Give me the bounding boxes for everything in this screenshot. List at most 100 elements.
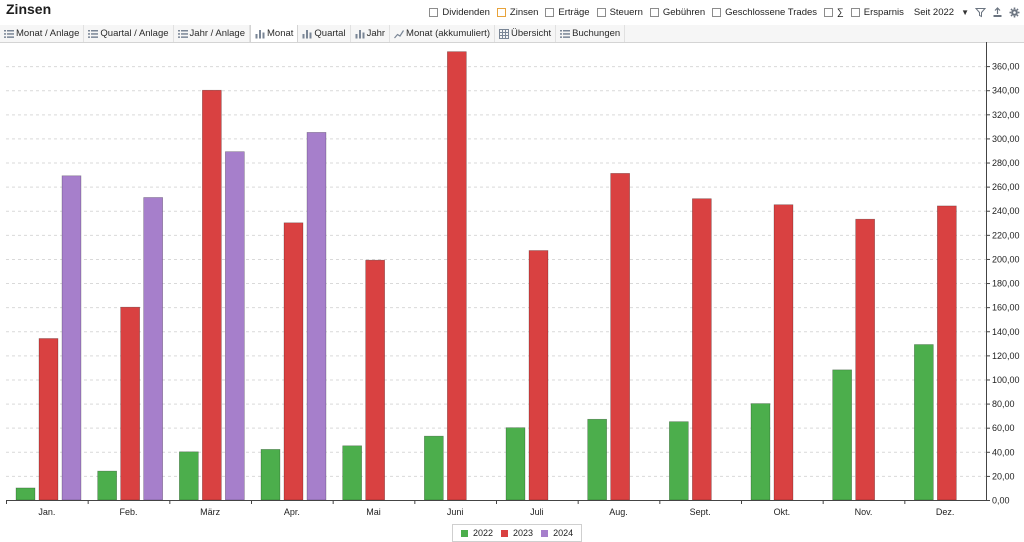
checkbox[interactable] [545, 7, 555, 17]
bar-2023-Feb. [120, 306, 140, 501]
filter-label: Zinsen [509, 6, 539, 18]
y-tick-label: 240,00 [992, 206, 1020, 216]
checkbox[interactable] [429, 7, 439, 17]
checkbox[interactable] [824, 7, 834, 17]
tab-jahr-anlage[interactable]: Jahr / Anlage [174, 25, 250, 42]
y-tick-label: 140,00 [992, 327, 1020, 337]
chart-legend: 2022 2023 2024 [452, 524, 583, 542]
filter-label: Ersparnis [863, 6, 904, 18]
tab-monat-anlage[interactable]: Monat / Anlage [0, 25, 85, 42]
filter-label: Steuern [609, 6, 643, 18]
tab-label: Monat [267, 28, 294, 39]
y-tick-label: 300,00 [992, 134, 1020, 144]
bar-2022-Nov. [832, 369, 852, 501]
filter-steuern[interactable]: Steuern [596, 6, 643, 18]
y-tick-label: 360,00 [992, 62, 1020, 72]
filter-zinsen[interactable]: Zinsen [496, 6, 539, 18]
bar-chart-icon [255, 29, 265, 39]
bar-2022-Juni [424, 435, 444, 501]
bar-2022-Okt. [750, 403, 771, 501]
legend-swatch [461, 529, 468, 537]
x-tick-label: Okt. [774, 507, 791, 517]
filter-geschlossene-trades[interactable]: Geschlossene Trades [712, 7, 817, 18]
filter-sum[interactable]: ∑ [824, 7, 844, 18]
tab-label: Quartal / Anlage [100, 28, 169, 39]
tab-label: Jahr / Anlage [189, 28, 245, 39]
y-tick-label: 260,00 [992, 182, 1020, 192]
tab-label: Quartal [314, 28, 346, 39]
bar-2023-Juni [447, 51, 467, 501]
x-tick-label: März [200, 507, 220, 517]
bar-2023-Aug. [610, 173, 630, 501]
bar-2022-Feb. [97, 470, 117, 501]
bar-2022-März [179, 451, 199, 501]
tab-buchungen[interactable]: Buchungen [556, 25, 626, 42]
legend-item-2022[interactable]: 2022 [461, 528, 493, 538]
legend-item-2024[interactable]: 2024 [541, 528, 573, 538]
y-tick-label: 160,00 [992, 303, 1020, 313]
checkbox[interactable] [850, 7, 860, 17]
bar-2023-Okt. [773, 204, 794, 501]
bar-2023-Dez. [937, 205, 957, 501]
x-tick-label: Feb. [119, 507, 137, 517]
x-tick-label: Aug. [609, 507, 628, 517]
filter-gebuehren[interactable]: Gebühren [649, 6, 706, 18]
y-tick-label: 220,00 [992, 230, 1020, 240]
tab-jahr[interactable]: Jahr [351, 25, 391, 42]
tab-uebersicht[interactable]: Übersicht [495, 25, 557, 42]
export-icon[interactable] [992, 6, 1003, 18]
legend-item-2023[interactable]: 2023 [501, 528, 533, 538]
period-label: Seit 2022 [913, 6, 955, 18]
bar-2023-Mai [365, 259, 385, 501]
filter-icon[interactable] [974, 7, 987, 18]
monthly-interest-bar-chart: 0,00 20,00 40,00 60,00 80,00 100,00 120,00 140,… [6, 42, 1020, 517]
checkbox[interactable] [496, 7, 506, 17]
legend-label: 2023 [513, 528, 534, 538]
bar-2022-Aug. [587, 418, 607, 501]
filter-ersparnis[interactable]: Ersparnis [850, 6, 904, 18]
x-tick-label: Apr. [284, 507, 300, 517]
period-dropdown[interactable]: Seit 2022 ▼ [914, 7, 969, 18]
toolbar: Zinsen Dividenden Zinsen Erträge Steuern… [0, 0, 1024, 24]
y-tick-label: 80,00 [992, 399, 1015, 409]
checkbox[interactable] [712, 7, 722, 17]
checkbox[interactable] [596, 7, 606, 17]
filter-dividenden[interactable]: Dividenden [429, 7, 490, 18]
bar-2023-Apr. [283, 222, 304, 501]
filter-bar: Dividenden Zinsen Erträge Steuern Gebühr… [422, 4, 1020, 20]
bar-2024-Jan. [61, 175, 82, 501]
filter-label: ∑ [837, 6, 844, 18]
y-tick-label: 0,00 [992, 496, 1010, 506]
chevron-down-icon: ▼ [961, 7, 969, 17]
x-tick-label: Dez. [936, 507, 955, 517]
y-tick-label: 180,00 [992, 279, 1020, 289]
bar-2023-März [202, 89, 222, 501]
tab-monat[interactable]: Monat [250, 25, 299, 42]
filter-label: Geschlossene Trades [725, 6, 818, 18]
filter-label: Erträge [558, 6, 590, 18]
y-tick-label: 320,00 [992, 110, 1020, 120]
table-icon [499, 28, 509, 39]
checkbox[interactable] [649, 7, 659, 17]
y-tick-label: 60,00 [992, 423, 1015, 433]
list-icon [560, 29, 571, 39]
bar-2023-Juli [528, 250, 549, 501]
tab-label: Übersicht [511, 28, 552, 39]
bar-2022-Dez. [914, 344, 934, 501]
settings-icon[interactable] [1009, 7, 1020, 18]
bar-2023-Nov. [855, 218, 875, 501]
bar-2024-Apr. [306, 132, 327, 501]
tab-quartal-anlage[interactable]: Quartal / Anlage [84, 25, 174, 42]
bar-chart-icon [355, 29, 365, 39]
filter-label: Gebühren [662, 6, 706, 18]
bar-2024-Feb. [143, 197, 163, 501]
tab-monat-akkumuliert[interactable]: Monat (akkumuliert) [390, 25, 495, 42]
legend-swatch [501, 529, 509, 537]
x-tick-label: Jan. [38, 507, 55, 517]
filter-ertraege[interactable]: Erträge [545, 6, 590, 18]
y-tick-label: 120,00 [992, 351, 1020, 361]
page-title: Zinsen [6, 1, 52, 17]
bar-2023-Sept. [692, 198, 712, 501]
tab-quartal[interactable]: Quartal [298, 25, 351, 42]
y-tick-label: 20,00 [992, 471, 1015, 481]
